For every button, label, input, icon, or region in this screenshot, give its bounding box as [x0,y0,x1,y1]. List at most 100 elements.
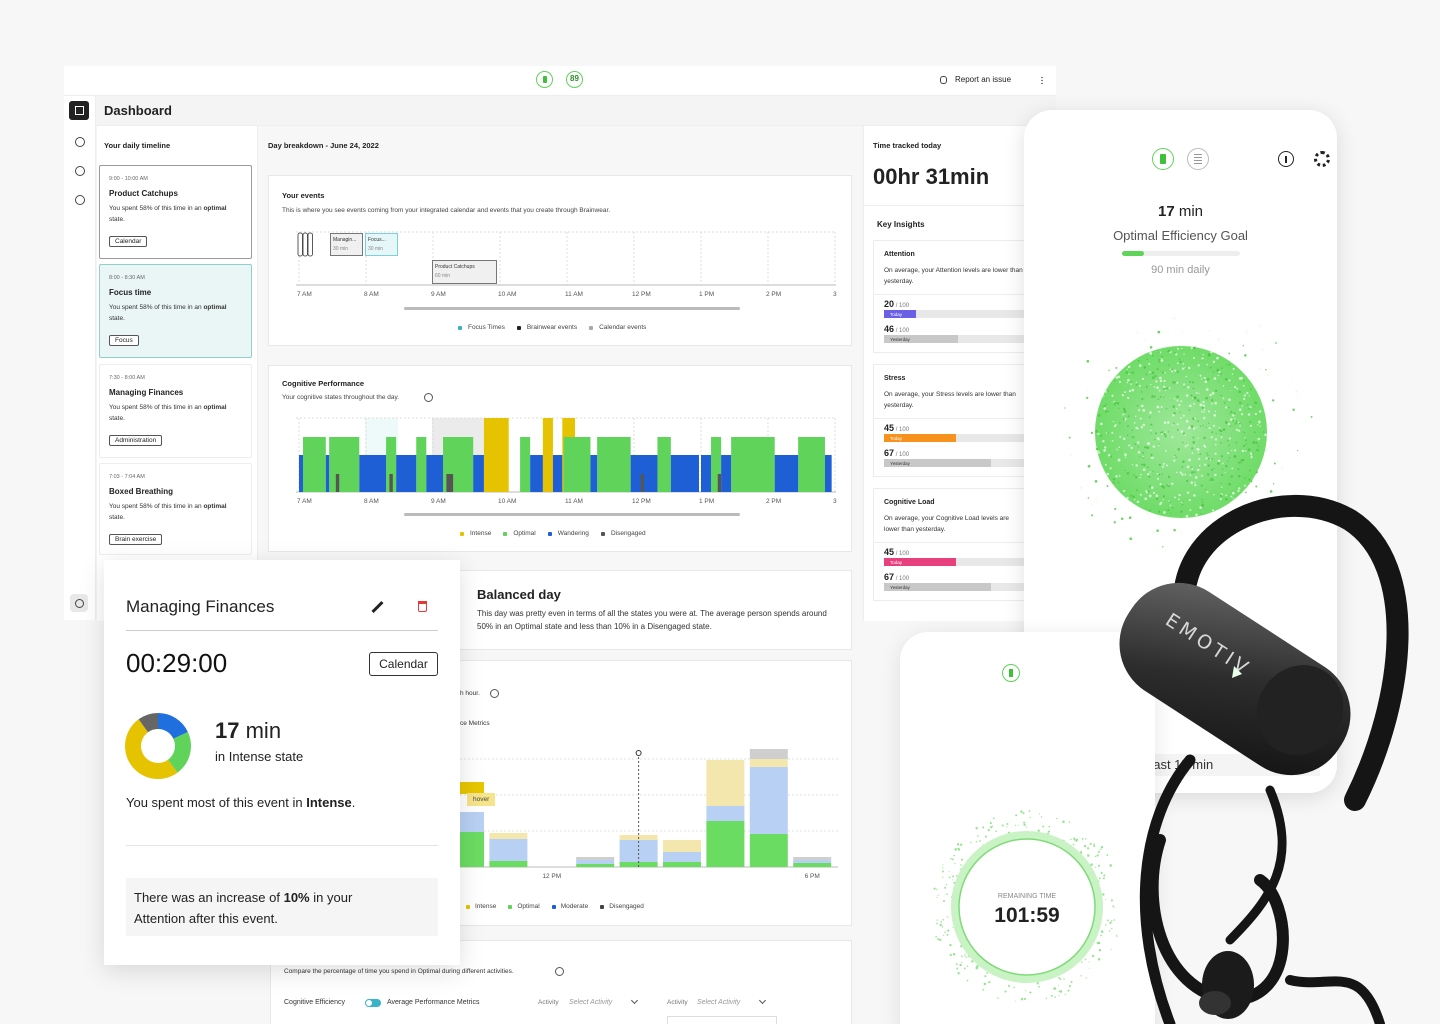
x-tick-label: 12 PM [542,873,562,880]
score-value: 67 [884,448,895,458]
minutes-unit: min [245,718,282,743]
particle [1128,444,1131,447]
particle [1095,447,1099,451]
particle [1203,378,1205,381]
particle [1134,476,1138,479]
score-max: / 100 [895,303,910,309]
particle [1136,500,1140,504]
particle [1140,473,1142,476]
particle [984,975,987,978]
delete-icon[interactable] [418,601,427,612]
activity-select[interactable]: Select Activity [569,999,613,1006]
particle [1023,821,1026,824]
particle [1155,497,1159,501]
state-bar [329,437,360,492]
particle [960,945,962,948]
particle [939,923,942,927]
settings-icon[interactable] [75,166,85,176]
legend-swatch [503,532,508,536]
particle [1208,329,1211,332]
timeline-card[interactable]: 9:00 - 10:00 AM Product Catchups You spent… [99,165,252,259]
score-caption: Yesterday [890,584,910,590]
state-bar [711,437,722,492]
particle [1161,355,1164,358]
minutes-value: 17 [1157,203,1175,220]
particle [1209,458,1212,461]
particle [945,893,947,895]
timeline-card[interactable]: 7:03 - 7:04 AM Boxed Breathing You spent 5… [99,463,252,555]
activity-select[interactable]: Select Activity [697,999,741,1006]
particle [1128,373,1130,375]
particle [1184,367,1186,369]
timeline-card[interactable]: 7:30 - 8:00 AM Managing Finances You spent… [99,364,252,458]
event-time: 8:00 - 8:30 AM [109,275,145,281]
stacked-bar [706,760,745,806]
nodes-icon[interactable] [75,137,85,147]
suffix: state. [109,514,125,521]
particle [1243,444,1246,447]
particle [1220,394,1222,397]
particle [1135,464,1138,467]
particle [1167,509,1170,512]
calendar-event[interactable]: Managin... 30 min [330,233,363,256]
profile-icon[interactable] [75,195,85,205]
particle [1134,498,1136,501]
events-card [268,175,852,346]
particle [1115,376,1119,379]
particle [1178,493,1181,497]
menu-dots[interactable] [1041,76,1043,85]
particle [1136,404,1139,407]
calendar-event[interactable]: Product Catchups 60 min [432,260,497,284]
particle [982,988,985,991]
particle [1158,410,1161,413]
particle [1245,439,1247,442]
particle [1211,431,1214,434]
particle [1176,423,1179,426]
calendar-event[interactable]: Focus... 30 min [365,233,398,256]
info-icon[interactable] [1278,151,1294,167]
bug-icon [940,76,947,84]
particle [1160,431,1162,434]
particle [1262,431,1265,433]
settings-icon[interactable] [1314,151,1330,167]
particle [1097,958,1101,961]
legend-swatch [508,905,513,909]
particle [1001,824,1004,827]
insight-text: On average, your Stress levels are lower… [884,391,1016,409]
particle [1103,448,1107,452]
particle [1119,422,1121,424]
particle [947,916,949,918]
particle [1111,440,1114,442]
score-badge: 89 [566,71,583,88]
particle [954,863,956,865]
particle [1138,409,1141,412]
particle [1172,405,1176,408]
particle [1227,422,1230,426]
particle [935,935,937,938]
state-bar [731,437,775,492]
particle [1128,516,1132,520]
report-issue[interactable]: Report an issue [955,75,1012,84]
toggle[interactable] [365,999,381,1007]
particle [1173,411,1176,415]
timer-value: 101:59 [994,904,1060,927]
particle [1172,422,1175,425]
particle [1130,382,1132,385]
event-time: 7:30 - 8:00 AM [109,375,145,381]
particle [1231,491,1235,495]
particle [986,972,989,974]
particle [1176,471,1178,474]
particle [1142,408,1146,412]
list-icon[interactable] [1187,148,1209,170]
calendar-button[interactable]: Calendar [369,652,438,676]
particle [1029,817,1031,819]
particle [1058,995,1060,997]
x-tick-label: 3 [833,291,837,298]
earbud-cap [1256,665,1344,755]
dashboard-icon[interactable] [69,101,89,120]
timeline-card[interactable]: 8:00 - 8:30 AM Focus time You spent 58% of… [99,264,252,358]
particle [1164,371,1166,374]
particle [1081,837,1084,840]
